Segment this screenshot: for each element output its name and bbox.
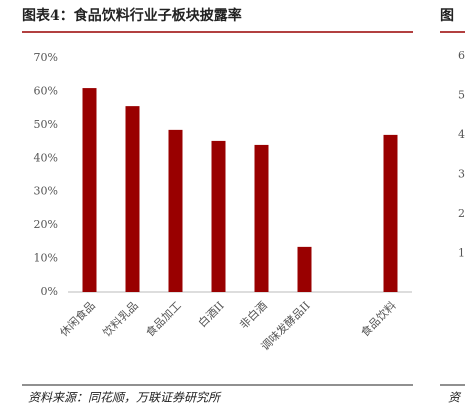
y-tick-label: 10% bbox=[34, 252, 58, 265]
x-tick-label: 非白酒 bbox=[237, 298, 270, 331]
x-tick-label: 饮料乳品 bbox=[100, 298, 141, 339]
fragment-axis-label: 5 bbox=[458, 89, 465, 102]
chart-title: 图表4：食品饮料行业子板块披露率 bbox=[22, 7, 242, 24]
y-tick-label: 0% bbox=[41, 285, 58, 298]
y-tick-label: 60% bbox=[34, 84, 58, 97]
bar bbox=[211, 140, 226, 292]
bar bbox=[168, 129, 183, 292]
fragment-title: 图 bbox=[440, 8, 454, 24]
y-tick-label: 40% bbox=[34, 151, 58, 164]
fragment-axis-label: 3 bbox=[458, 168, 465, 181]
bar bbox=[82, 88, 97, 292]
y-tick-label: 70% bbox=[34, 51, 58, 64]
fragment-axis-label: 6 bbox=[458, 49, 465, 62]
y-tick-label: 30% bbox=[34, 185, 58, 198]
bar bbox=[297, 246, 312, 292]
fragment-axis-label: 2 bbox=[458, 207, 465, 220]
x-tick-label: 休闲食品 bbox=[57, 298, 98, 339]
fragment-source: 资 bbox=[448, 391, 462, 405]
bar bbox=[125, 106, 140, 292]
x-tick-label: 食品加工 bbox=[143, 298, 184, 339]
y-tick-label: 20% bbox=[34, 218, 58, 231]
x-tick-label: 白酒II bbox=[195, 298, 227, 330]
fragment-axis-label: 1 bbox=[458, 247, 465, 260]
source: 资料来源：同花顺，万联证券研究所 bbox=[28, 391, 222, 405]
x-tick-label: 食品饮料 bbox=[358, 298, 399, 339]
bar bbox=[383, 134, 398, 292]
y-tick-label: 50% bbox=[34, 118, 58, 131]
fragment-axis-label: 4 bbox=[458, 128, 465, 141]
bar bbox=[254, 144, 269, 292]
